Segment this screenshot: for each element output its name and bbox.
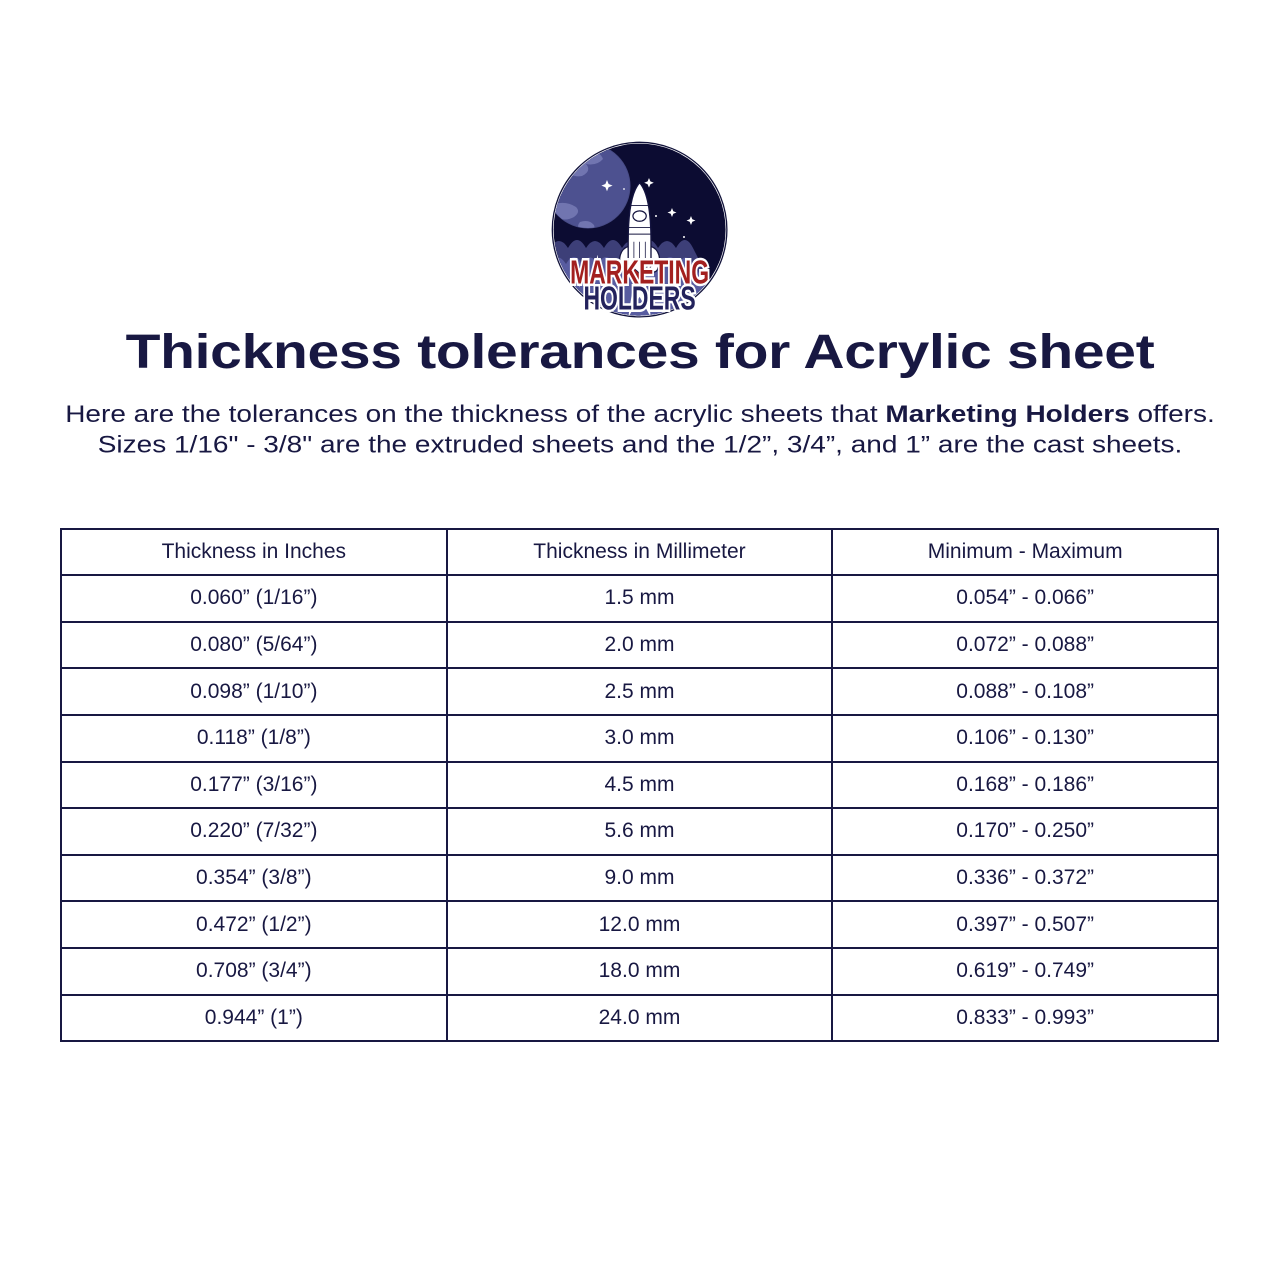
- svg-text:HOLDERS: HOLDERS: [584, 280, 696, 317]
